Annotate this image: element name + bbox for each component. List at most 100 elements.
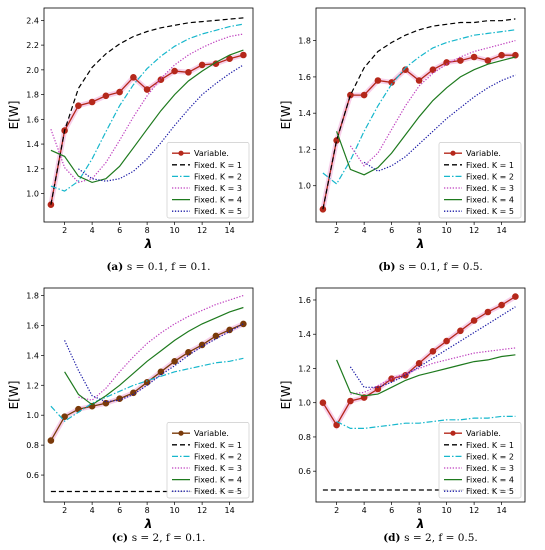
- x-tick-label: 4: [362, 506, 367, 515]
- y-tick-label: 1.8: [298, 37, 311, 46]
- series-line-2: [50, 17, 244, 205]
- caption-letter: (c): [112, 532, 132, 544]
- data-point: [88, 98, 96, 106]
- legend-label: Fixed. K = 2: [194, 452, 242, 461]
- series-line-5: [336, 354, 516, 397]
- y-axis-label: E[W]: [279, 381, 293, 410]
- x-tick-label: 12: [197, 506, 207, 515]
- x-tick-label: 2: [62, 226, 67, 235]
- x-tick-label: 14: [497, 506, 507, 515]
- y-axis-label: E[W]: [279, 101, 293, 130]
- data-point: [347, 397, 354, 405]
- data-point: [185, 69, 192, 76]
- data-point: [75, 102, 82, 109]
- data-point: [429, 348, 437, 355]
- legend-label: Fixed. K = 4: [194, 476, 242, 485]
- x-axis-label: λ: [416, 237, 425, 251]
- y-tick-label: 1.6: [26, 115, 39, 124]
- y-tick-label: 0.8: [26, 441, 39, 450]
- legend-label: Fixed. K = 5: [466, 207, 514, 216]
- legend-label: Fixed. K = 1: [466, 441, 514, 450]
- y-tick-label: 0.6: [298, 467, 311, 476]
- data-point: [198, 61, 206, 69]
- data-point: [143, 86, 151, 93]
- y-tick-label: 1.4: [26, 351, 39, 360]
- x-tick-label: 8: [145, 226, 150, 235]
- series-group: [47, 294, 247, 493]
- y-tick-label: 1.0: [298, 182, 311, 191]
- data-point: [470, 53, 478, 61]
- data-point: [47, 437, 55, 444]
- legend-label: Fixed. K = 5: [194, 207, 242, 216]
- chart-panel-4: 2 4 6 8 10 12 14 0.6 0.8 1.0 1.2 1.4 1.6 λ E[W] Variabl…: [279, 287, 526, 544]
- data-point: [226, 55, 233, 63]
- data-point: [157, 368, 165, 376]
- data-point: [512, 51, 519, 59]
- x-tick-label: 6: [389, 226, 394, 235]
- series-group: [319, 18, 519, 213]
- legend-marker: [178, 150, 184, 156]
- figure-caption: (a) s = 0.1, f = 0.1.: [106, 261, 210, 273]
- series-line-4: [78, 294, 244, 401]
- y-tick-label: 1.6: [298, 296, 311, 305]
- legend: Variable. Fixed. K = 1 Fixed. K = 2 Fixed. …: [438, 422, 522, 499]
- series-line-4: [350, 347, 516, 395]
- legend: Variable. Fixed. K = 1 Fixed. K = 2 Fixed. …: [166, 422, 250, 499]
- figure-caption: (d) s = 2, f = 0.5.: [383, 532, 478, 544]
- legend-label: Fixed. K = 2: [194, 172, 242, 181]
- data-point: [61, 413, 68, 421]
- legend-label: Variable.: [194, 429, 229, 438]
- series-line-3: [336, 415, 516, 429]
- y-tick-label: 1.0: [298, 399, 311, 408]
- data-point: [374, 385, 382, 393]
- y-tick-label: 1.6: [26, 321, 39, 330]
- data-point: [171, 67, 178, 75]
- y-tick-label: 2.0: [26, 66, 39, 75]
- y-tick-label: 2.4: [26, 16, 39, 25]
- data-point: [130, 74, 137, 81]
- legend-label: Fixed. K = 3: [466, 464, 514, 473]
- data-point: [360, 91, 368, 99]
- legend-label: Fixed. K = 4: [194, 196, 242, 205]
- legend: Variable. Fixed. K = 1 Fixed. K = 2 Fixed. …: [166, 142, 250, 219]
- data-point: [457, 57, 464, 64]
- caption-letter: (d): [383, 532, 404, 544]
- y-tick-label: 1.2: [298, 145, 311, 154]
- data-point: [102, 92, 110, 100]
- series-group: [319, 293, 519, 491]
- data-point: [457, 327, 464, 335]
- legend-label: Fixed. K = 1: [194, 161, 242, 170]
- data-point: [240, 51, 247, 59]
- data-point: [116, 88, 123, 96]
- x-tick-label: 10: [442, 226, 452, 235]
- data-point: [402, 66, 409, 73]
- x-tick-label: 14: [225, 506, 235, 515]
- x-tick-label: 4: [90, 506, 95, 515]
- x-tick-label: 14: [225, 226, 235, 235]
- data-point: [415, 77, 423, 84]
- legend-marker: [450, 430, 456, 436]
- caption-text: s = 2, f = 0.1.: [132, 532, 206, 544]
- series-line-4: [50, 33, 244, 184]
- legend-label: Fixed. K = 3: [466, 184, 514, 193]
- legend-label: Fixed. K = 5: [466, 487, 514, 496]
- x-tick-label: 10: [170, 506, 180, 515]
- caption-letter: (a): [106, 261, 126, 273]
- legend: Variable. Fixed. K = 1 Fixed. K = 2 Fixed. …: [438, 142, 522, 219]
- y-axis-label: E[W]: [7, 101, 21, 130]
- legend-marker: [178, 430, 184, 436]
- series-line-6: [64, 323, 244, 403]
- legend-label: Fixed. K = 1: [194, 441, 242, 450]
- legend-label: Fixed. K = 3: [194, 464, 242, 473]
- legend-label: Fixed. K = 2: [466, 172, 514, 181]
- data-point: [102, 399, 110, 407]
- series-line-3: [50, 357, 244, 422]
- y-tick-label: 1.8: [26, 91, 39, 100]
- legend-label: Fixed. K = 2: [466, 452, 514, 461]
- y-tick-label: 1.2: [26, 165, 39, 174]
- y-tick-label: 2.2: [26, 41, 39, 50]
- series-line-5: [50, 49, 244, 184]
- legend-label: Fixed. K = 3: [194, 184, 242, 193]
- y-tick-label: 1.2: [298, 364, 311, 373]
